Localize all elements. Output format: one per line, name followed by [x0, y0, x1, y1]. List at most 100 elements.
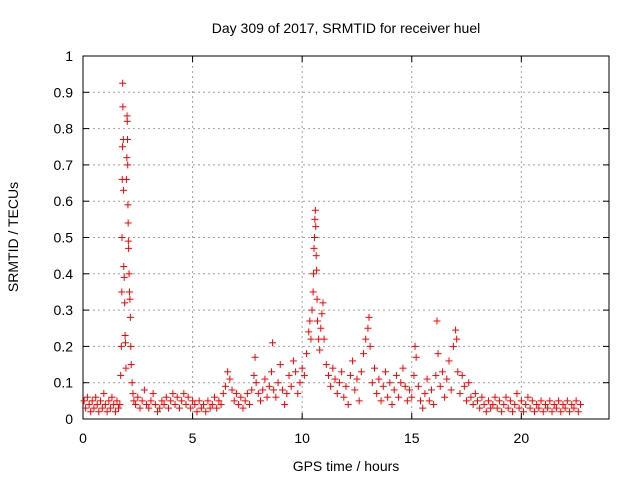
- x-tick-label: 10: [294, 430, 310, 446]
- data-point: [364, 324, 372, 332]
- data-point: [438, 368, 446, 376]
- data-point: [237, 393, 245, 401]
- data-point: [272, 393, 280, 401]
- data-point: [344, 400, 352, 408]
- data-point: [513, 390, 521, 398]
- data-point: [118, 234, 126, 241]
- data-point: [460, 382, 468, 390]
- data-point: [281, 400, 289, 408]
- data-point: [366, 342, 374, 350]
- data-point: [395, 393, 403, 401]
- data-point: [308, 306, 316, 314]
- data-point: [478, 393, 486, 401]
- data-point: [331, 375, 339, 383]
- data-point: [384, 393, 392, 401]
- data-point: [500, 400, 508, 408]
- data-point: [447, 386, 455, 394]
- data-point: [248, 386, 256, 394]
- data-point: [118, 143, 126, 151]
- data-point: [397, 379, 405, 387]
- data-point: [191, 400, 199, 408]
- data-point: [570, 404, 578, 412]
- data-point: [265, 382, 273, 390]
- data-point: [162, 393, 170, 401]
- data-point: [186, 404, 194, 412]
- data-point: [305, 328, 313, 336]
- data-point: [204, 397, 212, 405]
- data-point: [184, 393, 192, 401]
- data-point: [97, 397, 105, 405]
- data-point: [124, 219, 132, 227]
- data-point: [127, 361, 135, 369]
- data-point: [211, 393, 218, 401]
- data-point: [511, 400, 519, 408]
- data-point: [317, 324, 325, 332]
- data-point: [125, 244, 133, 252]
- data-point: [294, 390, 302, 398]
- data-point: [232, 390, 240, 398]
- data-point: [103, 408, 111, 416]
- data-point: [92, 393, 100, 401]
- data-point: [224, 368, 232, 376]
- data-point: [180, 390, 188, 398]
- data-point: [403, 397, 411, 405]
- data-point: [329, 364, 337, 372]
- data-point: [577, 400, 585, 408]
- y-tick-label: 0.2: [54, 338, 74, 354]
- data-point: [235, 400, 243, 408]
- data-point: [480, 400, 488, 408]
- data-point: [410, 371, 418, 379]
- data-point: [365, 313, 373, 321]
- data-point: [138, 397, 146, 405]
- data-point: [454, 368, 462, 376]
- data-point: [169, 390, 177, 398]
- data-point: [506, 397, 514, 405]
- data-point: [110, 400, 118, 408]
- data-point: [270, 386, 278, 394]
- data-point: [120, 263, 128, 271]
- data-point: [559, 400, 567, 408]
- x-tick-label: 15: [404, 430, 420, 446]
- data-point: [412, 353, 420, 361]
- y-tick-label: 0: [65, 411, 73, 427]
- data-point: [541, 400, 549, 408]
- data-point: [182, 400, 190, 408]
- data-point: [243, 390, 251, 398]
- data-point: [406, 386, 414, 394]
- data-point: [552, 404, 560, 412]
- y-tick-label: 1: [65, 48, 73, 64]
- data-point: [432, 371, 440, 379]
- data-point: [327, 382, 335, 390]
- data-point: [228, 386, 236, 394]
- data-point: [200, 400, 208, 408]
- data-point: [189, 397, 197, 405]
- data-point: [113, 397, 121, 405]
- data-point: [322, 361, 330, 369]
- data-point: [195, 397, 203, 405]
- data-point: [381, 368, 389, 376]
- data-point: [311, 206, 319, 214]
- data-point: [465, 379, 473, 387]
- data-point: [452, 326, 460, 334]
- data-point: [261, 375, 269, 383]
- y-tick-label: 0.4: [54, 266, 74, 282]
- data-point: [423, 375, 431, 383]
- data-point: [100, 390, 108, 398]
- data-point: [124, 237, 132, 245]
- data-point: [463, 397, 471, 405]
- data-point: [316, 346, 324, 354]
- data-point: [312, 223, 320, 231]
- x-tick-label: 5: [189, 430, 197, 446]
- data-point: [561, 404, 569, 412]
- data-point: [219, 390, 227, 398]
- plot-frame: [82, 55, 610, 420]
- data-point: [386, 379, 394, 387]
- y-axis-title: SRMTID / TECUs: [5, 182, 21, 292]
- data-point: [491, 393, 499, 401]
- data-point: [467, 393, 475, 401]
- data-point: [320, 335, 328, 343]
- data-point: [151, 400, 159, 408]
- data-point: [324, 371, 332, 379]
- data-point: [441, 393, 449, 401]
